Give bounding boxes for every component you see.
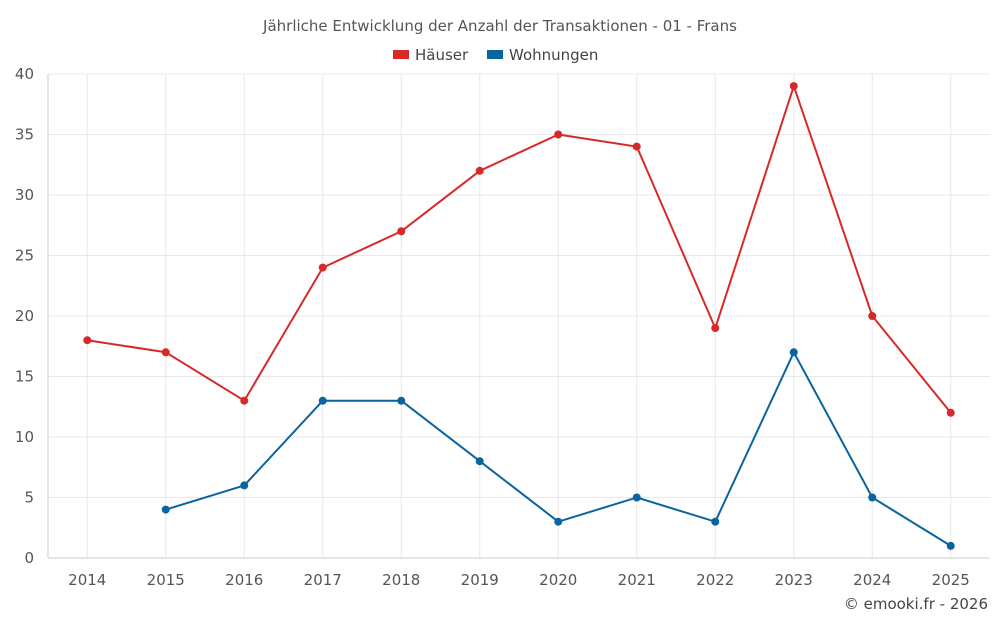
x-tick-label: 2022: [696, 571, 734, 589]
data-point-hauser: [318, 263, 327, 272]
data-point-hauser: [240, 396, 249, 405]
legend-label-wohnungen: Wohnungen: [509, 46, 598, 64]
copyright-credit: © emooki.fr - 2026: [844, 595, 988, 613]
data-point-wohnungen: [946, 541, 955, 550]
data-point-wohnungen: [711, 517, 720, 526]
data-point-wohnungen: [554, 517, 563, 526]
gridlines: [47, 73, 990, 559]
y-tick-label: 15: [15, 368, 34, 386]
data-point-wohnungen: [397, 396, 406, 405]
data-point-wohnungen: [632, 493, 641, 502]
x-tick-label: 2019: [461, 571, 499, 589]
data-point-hauser: [554, 130, 563, 139]
data-point-wohnungen: [240, 481, 249, 490]
data-point-hauser: [868, 312, 877, 320]
y-tick-label: 25: [15, 247, 34, 265]
data-point-wohnungen: [161, 505, 170, 514]
data-point-hauser: [161, 348, 170, 357]
x-tick-label: 2025: [932, 571, 970, 589]
data-point-hauser: [397, 227, 406, 236]
legend-swatch-wohnungen: [487, 50, 503, 59]
y-tick-label: 40: [15, 65, 34, 83]
x-tick-label: 2017: [304, 571, 342, 589]
y-tick-label: 5: [24, 489, 34, 507]
data-point-wohnungen: [868, 493, 877, 502]
chart-title: Jährliche Entwicklung der Anzahl der Tra…: [262, 17, 737, 35]
data-point-hauser: [711, 324, 720, 333]
legend-swatch-hauser: [393, 50, 409, 59]
x-axis: 2014 2015 2016 2017 2018 2019 2020 2021 2022 2023…: [68, 571, 970, 589]
y-tick-label: 30: [15, 186, 34, 204]
x-tick-label: 2020: [539, 571, 577, 589]
y-tick-label: 20: [15, 307, 34, 325]
legend-label-hauser: Häuser: [415, 46, 469, 64]
legend: Häuser Wohnungen: [393, 46, 598, 64]
x-tick-label: 2014: [68, 571, 106, 589]
x-tick-label: 2024: [853, 571, 891, 589]
x-tick-label: 2023: [775, 571, 813, 589]
data-point-hauser: [83, 336, 92, 345]
data-point-wohnungen: [789, 348, 798, 357]
data-point-hauser: [789, 82, 798, 91]
data-point-wohnungen: [475, 457, 484, 466]
y-tick-label: 35: [15, 126, 34, 144]
x-tick-label: 2015: [147, 571, 185, 589]
series-line-hauser: [87, 85, 952, 414]
data-point-wohnungen: [318, 396, 327, 405]
data-point-hauser: [632, 142, 641, 151]
x-tick-label: 2018: [382, 571, 420, 589]
x-tick-label: 2021: [618, 571, 656, 589]
y-tick-label: 0: [24, 549, 34, 567]
data-point-hauser: [946, 408, 955, 417]
series-points: [83, 82, 955, 550]
data-point-hauser: [475, 166, 484, 175]
y-axis: 0 5 10 15 20 25 30 35 40: [15, 65, 34, 567]
y-tick-label: 10: [15, 428, 34, 446]
x-tick-label: 2016: [225, 571, 263, 589]
